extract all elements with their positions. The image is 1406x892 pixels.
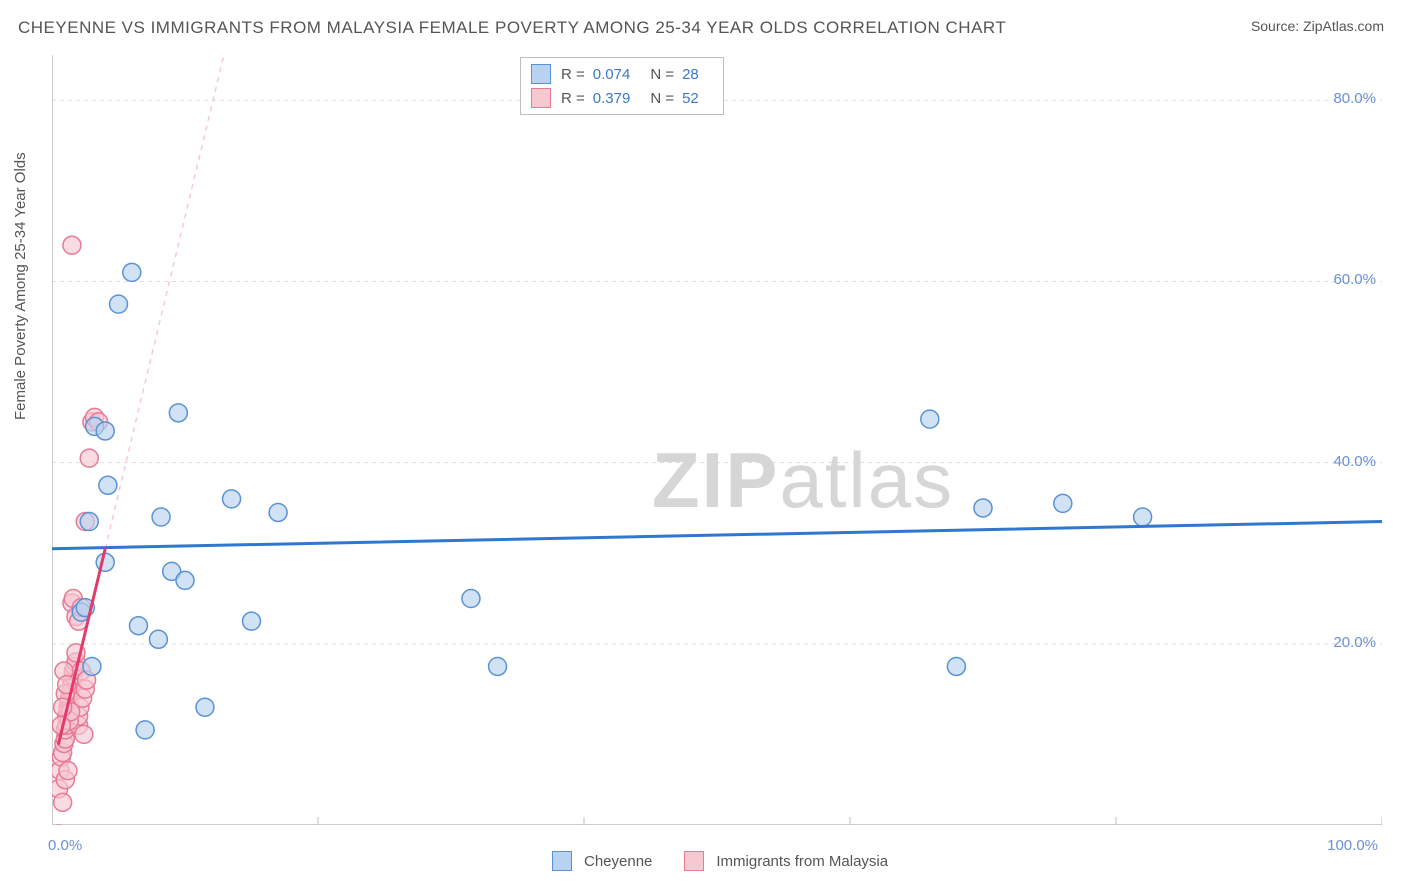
scatter-chart-svg [52,55,1382,825]
legend-series-label: Immigrants from Malaysia [716,853,888,870]
legend-correlation-row: R = 0.379 N = 52 [531,86,713,110]
legend-swatch [531,88,551,108]
legend-N-label: N = [650,66,674,83]
x-tick-label: 100.0% [1327,837,1378,854]
chart-title: CHEYENNE VS IMMIGRANTS FROM MALAYSIA FEM… [18,18,1006,38]
x-tick-label: 0.0% [48,837,82,854]
legend-N-value: 28 [682,66,699,83]
legend-correlation-box: R = 0.074 N = 28 R = 0.379 N = 52 [520,57,724,115]
chart-plot-area: ZIPatlas R =0.074N =28R =0.379N =52 Chey… [52,55,1382,825]
legend-R-value: 0.379 [593,90,631,107]
legend-swatch [552,851,572,871]
legend-R-label: R = [561,66,585,83]
legend-R-label: R = [561,90,585,107]
y-axis-label: Female Poverty Among 25-34 Year Olds [12,152,29,420]
legend-N-label: N = [650,90,674,107]
legend-correlation-row: R = 0.074 N = 28 [531,62,713,86]
y-tick-label: 80.0% [1333,90,1376,107]
legend-series: Cheyenne Immigrants from Malaysia [552,851,912,871]
y-tick-label: 60.0% [1333,271,1376,288]
source-attribution: Source: ZipAtlas.com [1251,18,1384,34]
legend-R-value: 0.074 [593,66,631,83]
legend-series-label: Cheyenne [584,853,652,870]
legend-swatch [531,64,551,84]
y-tick-label: 20.0% [1333,634,1376,651]
legend-N-value: 52 [682,90,699,107]
y-tick-label: 40.0% [1333,453,1376,470]
legend-swatch [684,851,704,871]
